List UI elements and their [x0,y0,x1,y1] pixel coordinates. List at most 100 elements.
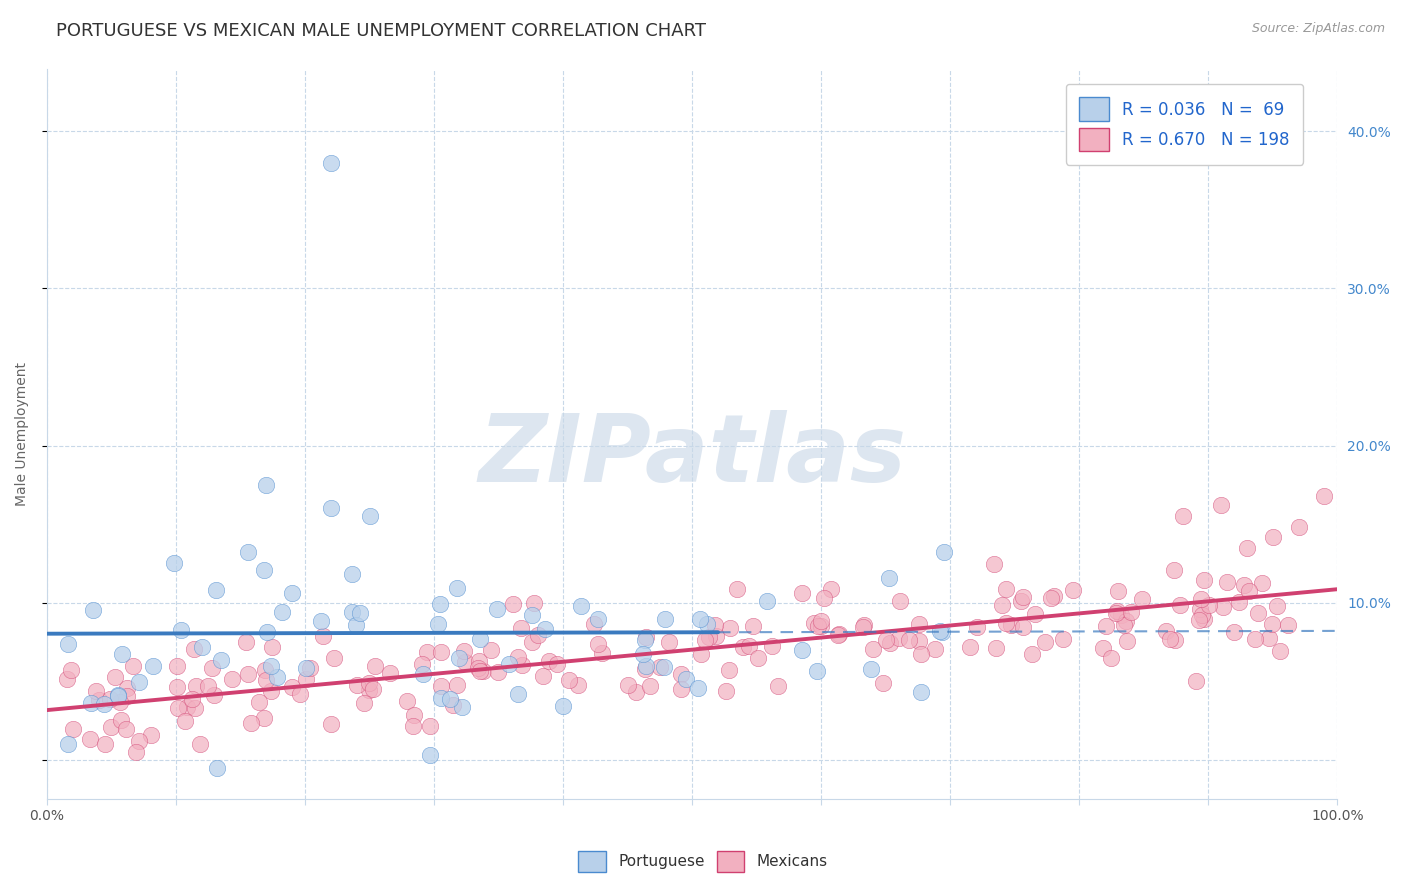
Point [690,647,713,661]
Point [441,698,464,712]
Point [1010,594,1032,608]
Point [430,690,453,705]
Point [686,681,709,695]
Point [1313,489,1336,503]
Point [56,737,79,751]
Point [509,621,531,635]
Point [115,681,138,695]
Point [1012,620,1035,634]
Point [699,630,721,644]
Point [1039,591,1062,605]
Point [520,635,543,649]
Point [1024,607,1046,622]
Point [197,679,219,693]
Y-axis label: Male Unemployment: Male Unemployment [15,362,30,506]
Point [928,624,950,638]
Point [1247,606,1270,620]
Point [1212,600,1234,615]
Point [966,620,988,634]
Text: PORTUGUESE VS MEXICAN MALE UNEMPLOYMENT CORRELATION CHART: PORTUGUESE VS MEXICAN MALE UNEMPLOYMENT … [56,22,706,40]
Point [319,501,342,516]
Point [583,616,606,631]
Point [166,659,188,673]
Point [1021,647,1043,661]
Point [470,665,492,679]
Point [253,664,276,678]
Point [1233,578,1256,592]
Point [1198,598,1220,612]
Point [790,585,813,599]
Point [1112,618,1135,632]
Point [877,571,900,585]
Point [479,643,502,657]
Point [454,656,477,670]
Point [239,716,262,731]
Point [200,661,222,675]
Point [534,622,557,636]
Point [887,631,910,645]
Point [1052,632,1074,646]
Text: ZIPatlas: ZIPatlas [478,409,907,501]
Point [395,694,418,708]
Point [128,675,150,690]
Point [380,666,402,681]
Point [1109,608,1132,623]
Point [520,608,543,623]
Point [247,695,270,709]
Point [648,660,671,674]
Point [271,605,294,619]
Point [412,666,434,681]
Point [294,661,316,675]
Point [1116,634,1139,648]
Point [820,582,842,596]
Point [359,676,381,690]
Point [889,594,911,608]
Point [207,761,229,775]
Point [634,630,657,644]
Point [995,615,1018,630]
Point [531,669,554,683]
Point [1243,632,1265,646]
Point [254,478,277,492]
Point [1095,619,1118,633]
Point [910,685,932,699]
Point [995,582,1018,596]
Point [931,624,953,639]
Point [1115,614,1137,628]
Point [235,635,257,649]
Point [58,637,80,651]
Point [1121,605,1143,619]
Point [470,632,492,646]
Point [558,673,581,687]
Point [696,617,718,632]
Point [1099,650,1122,665]
Point [810,619,832,633]
Point [983,557,1005,571]
Point [1188,601,1211,615]
Point [1237,584,1260,599]
Point [254,673,277,687]
Point [1171,509,1194,524]
Point [537,654,560,668]
Point [472,664,495,678]
Point [634,659,657,673]
Point [747,651,769,665]
Point [202,688,225,702]
Point [1011,590,1033,604]
Legend: R = 0.036   N =  69, R = 0.670   N = 198: R = 0.036 N = 69, R = 0.670 N = 198 [1066,84,1303,165]
Point [357,682,380,697]
Point [439,692,461,706]
Point [1277,618,1299,632]
Point [446,678,468,692]
Point [1000,618,1022,632]
Point [139,728,162,742]
Point [346,678,368,692]
Point [1163,563,1185,577]
Point [654,660,676,674]
Point [703,618,725,632]
Point [1236,541,1258,555]
Point [173,714,195,728]
Point [591,646,613,660]
Point [79,731,101,746]
Point [633,648,655,662]
